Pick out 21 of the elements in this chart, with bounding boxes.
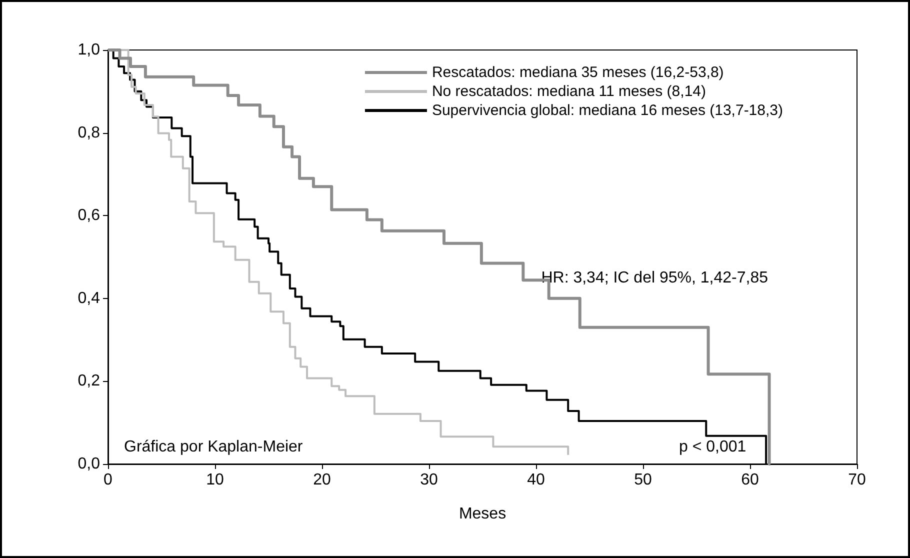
x-tick-label: 40	[527, 472, 545, 488]
x-tick-label: 10	[206, 472, 224, 488]
legend-label: No rescatados: mediana 11 meses (8,14)	[432, 83, 706, 100]
y-tick-label: 0,2	[78, 372, 100, 390]
x-tick-label: 60	[741, 472, 759, 488]
annotation: p < 0,001	[679, 438, 746, 456]
y-tick-label: 0,6	[78, 207, 100, 224]
y-tick-label: 0,0	[78, 456, 100, 472]
x-tick-label: 70	[848, 472, 866, 488]
annotation: HR: 3,34; IC del 95%, 1,42-7,85	[541, 270, 768, 286]
legend-label: Supervivencia global: mediana 16 meses (13,7-18,3)	[432, 102, 784, 119]
y-tick-label: 0,4	[78, 290, 100, 307]
y-tick-label: 0,8	[78, 124, 100, 142]
legend-label: Rescatados: mediana 35 meses (16,2-53,8)	[432, 64, 724, 81]
x-tick-label: 50	[634, 472, 652, 488]
x-tick-label: 0	[104, 472, 113, 488]
x-axis-title: Meses	[458, 506, 506, 522]
x-tick-label: 20	[313, 472, 331, 488]
y-tick-label: 1,0	[78, 42, 100, 58]
annotation: Gráfica por Kaplan-Meier	[124, 438, 304, 456]
x-tick-label: 30	[420, 472, 438, 488]
